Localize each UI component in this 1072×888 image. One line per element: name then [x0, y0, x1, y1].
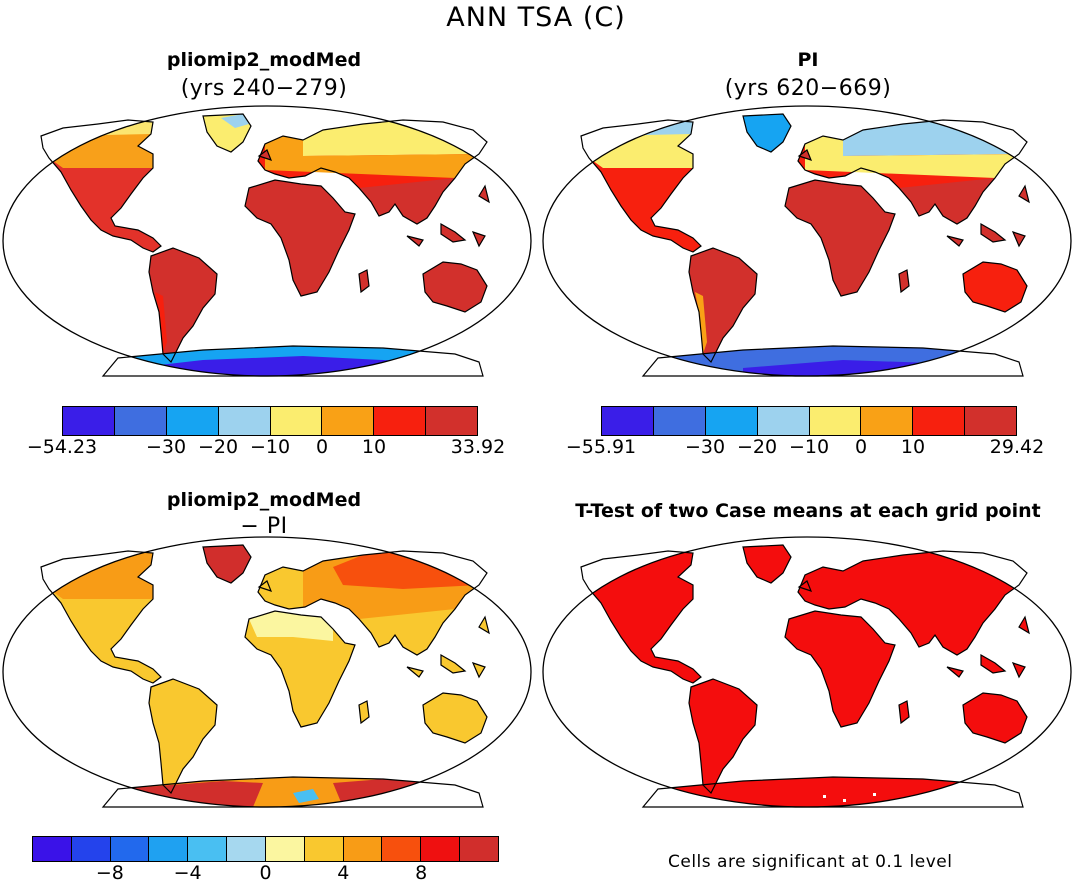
panel-3-colorbar-labels: −8 −4 0 4 8	[32, 862, 499, 888]
panel-3-map	[2, 536, 532, 808]
colorbar-tick-label: 10	[900, 436, 926, 458]
panel-2-subtitle: (yrs 620−669)	[724, 76, 892, 101]
colorbar-swatch	[426, 407, 477, 435]
panel-3-title: pliomip2_modMed	[166, 489, 362, 511]
colorbar-tick-label: 4	[337, 862, 350, 884]
colorbar-tick-label: −8	[95, 862, 124, 884]
colorbar-tick-label: −10	[249, 436, 291, 458]
colorbar-tick-label: 0	[854, 436, 868, 458]
colorbar-swatch	[382, 837, 422, 861]
colorbar-tick-label: −30	[684, 436, 726, 458]
south-asia	[899, 178, 995, 224]
colorbar-tick-label: −4	[173, 862, 202, 884]
panel-2-colorbar	[601, 406, 1017, 436]
panel-1-colorbar	[62, 406, 478, 436]
figure-title: ANN TSA (C)	[446, 2, 626, 33]
south-asia	[359, 609, 455, 655]
panel-1-colorbar-labels: −54.23 −30 −20 −10 0 10 33.92	[27, 436, 505, 462]
colorbar-swatch	[705, 407, 758, 435]
colorbar-swatch	[913, 407, 966, 435]
colorbar-swatch	[265, 837, 305, 861]
significance-footnote: Cells are significant at 0.1 level	[668, 852, 953, 872]
colorbar-tick-label: −10	[788, 436, 830, 458]
colorbar-tick-label: 0	[315, 436, 329, 458]
colorbar-swatch	[322, 407, 375, 435]
colorbar-swatch	[421, 837, 461, 861]
antarctic-blue	[293, 789, 319, 803]
colorbar-tick-label: 33.92	[450, 436, 506, 458]
colorbar-swatch	[166, 407, 219, 435]
colorbar-swatch	[965, 407, 1016, 435]
panel-4-title: T-Test of two Case means at each grid po…	[575, 500, 1041, 522]
colorbar-tick-label: 8	[415, 862, 428, 884]
colorbar-tick-label: −20	[197, 436, 239, 458]
colorbar-swatch	[63, 407, 115, 435]
namerica-north	[41, 551, 153, 599]
andes-strip	[695, 292, 707, 354]
colorbar-swatch	[460, 837, 498, 861]
colorbar-swatch	[110, 837, 150, 861]
colorbar-tick-label: 29.42	[989, 436, 1045, 458]
colorbar-swatch	[809, 407, 862, 435]
colorbar-swatch	[114, 407, 167, 435]
colorbar-swatch	[374, 407, 427, 435]
colorbar-tick-label: −30	[145, 436, 187, 458]
colorbar-swatch	[304, 837, 344, 861]
colorbar-tick-label: −54.23	[26, 436, 98, 458]
colorbar-swatch	[757, 407, 810, 435]
panel-4-map	[542, 536, 1072, 808]
panel-3-subtitle: − PI	[240, 514, 288, 539]
colorbar-swatch	[343, 837, 383, 861]
colorbar-tick-label: −55.91	[565, 436, 637, 458]
mid-eurasia	[805, 136, 1019, 178]
panel-2-title: PI	[797, 49, 819, 71]
mid-eurasia	[265, 136, 479, 178]
colorbar-swatch	[218, 407, 271, 435]
antarctic-edge	[118, 346, 479, 368]
colorbar-swatch	[149, 837, 189, 861]
colorbar-swatch	[33, 837, 72, 861]
panel-1-map	[2, 105, 532, 377]
colorbar-tick-label: −20	[736, 436, 778, 458]
antarctic-east	[333, 779, 483, 807]
colorbar-tick-label: 0	[259, 862, 272, 884]
south-asia	[359, 178, 455, 224]
europe-yellow	[258, 567, 303, 609]
colorbar-swatch	[653, 407, 706, 435]
sahara-pale	[249, 611, 333, 641]
panel-3-colorbar	[32, 836, 499, 862]
colorbar-swatch	[861, 407, 914, 435]
colorbar-tick-label: 10	[361, 436, 387, 458]
colorbar-swatch	[188, 837, 228, 861]
colorbar-swatch	[270, 407, 323, 435]
colorbar-swatch	[71, 837, 111, 861]
colorbar-swatch	[227, 837, 266, 861]
colorbar-swatch	[602, 407, 654, 435]
panel-1-subtitle: (yrs 240−279)	[180, 76, 348, 101]
panel-2-map	[542, 105, 1072, 377]
andes-strip	[155, 292, 167, 354]
greenland-ice	[221, 114, 249, 128]
panel-1-title: pliomip2_modMed	[166, 49, 362, 71]
panel-2-colorbar-labels: −55.91 −30 −20 −10 0 10 29.42	[566, 436, 1044, 462]
